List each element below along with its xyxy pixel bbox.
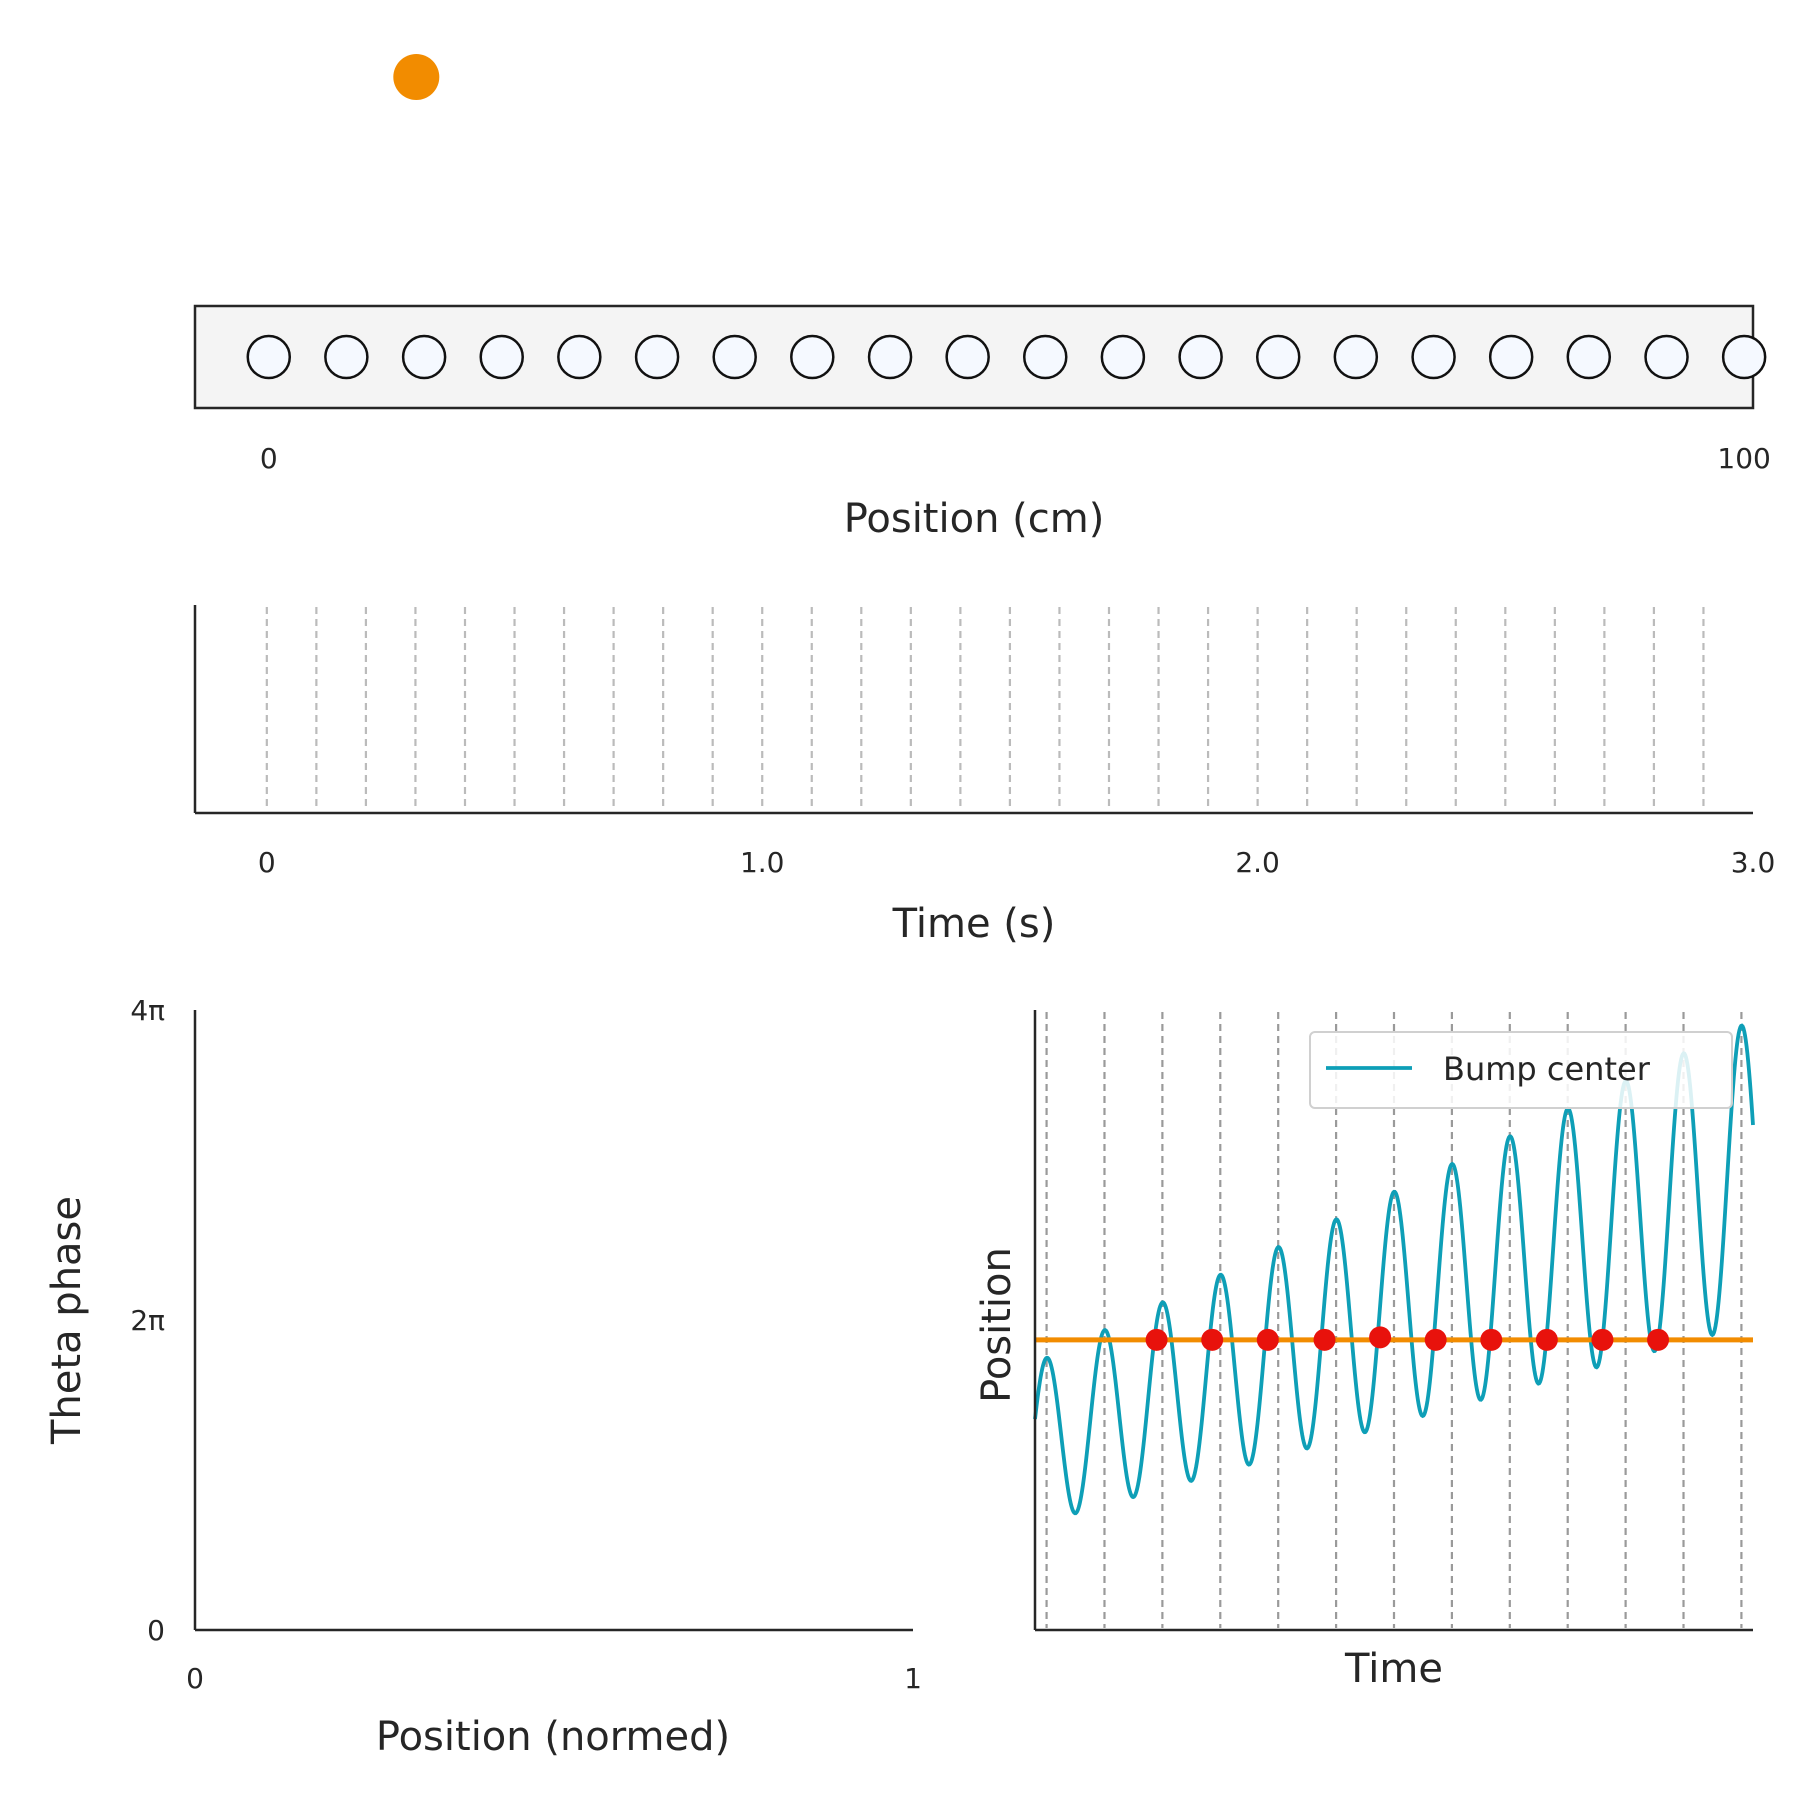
crossing-point bbox=[1256, 1328, 1279, 1351]
axis-ticks: 0 1 0 2π 4π bbox=[130, 994, 922, 1695]
crossing-points bbox=[1145, 1326, 1670, 1351]
place-cell bbox=[1100, 334, 1146, 380]
crossing-point bbox=[1369, 1326, 1392, 1349]
legend-frame bbox=[1309, 1031, 1733, 1109]
y-tick-label: 2π bbox=[130, 1304, 165, 1337]
crossing-point bbox=[1647, 1328, 1670, 1351]
crossing-point bbox=[1535, 1328, 1558, 1351]
x-tick-label: 1 bbox=[904, 1662, 922, 1695]
place-cell bbox=[790, 334, 835, 380]
theta-cycle-lines bbox=[265, 607, 1705, 811]
place-cells bbox=[246, 334, 1767, 380]
x-axis-label: Position (normed) bbox=[376, 1714, 730, 1760]
place-cell bbox=[1566, 334, 1612, 380]
y-tick-label: 4π bbox=[130, 994, 165, 1027]
x-tick-label: 3.0 bbox=[1731, 846, 1776, 879]
place-cell bbox=[1023, 334, 1068, 380]
x-tick-label: 0 bbox=[258, 846, 276, 879]
place-cell bbox=[712, 334, 757, 380]
x-tick-label: 2.0 bbox=[1235, 846, 1280, 879]
place-cell bbox=[324, 334, 369, 380]
crossing-point bbox=[1313, 1328, 1336, 1351]
y-axis-label: Theta phase bbox=[44, 1196, 90, 1445]
place-cell bbox=[1255, 334, 1301, 380]
phase-precession-panel: 0 1 0 2π 4π Position (normed) Theta phase bbox=[44, 994, 922, 1760]
bump-dynamics-panel: Time Position Bump center bbox=[974, 1010, 1755, 1692]
place-cell bbox=[1488, 334, 1534, 380]
crossing-point bbox=[1201, 1328, 1224, 1351]
place-cell bbox=[1411, 334, 1456, 380]
place-cell bbox=[557, 334, 602, 380]
x-tick-label: 100 bbox=[1717, 442, 1770, 475]
place-cell bbox=[1644, 334, 1689, 380]
track-panel: 0 100 Position (cm) bbox=[193, 54, 1771, 542]
place-cell bbox=[401, 334, 447, 380]
y-axis-label: Position bbox=[974, 1247, 1020, 1403]
crossing-point bbox=[1591, 1328, 1614, 1351]
theta-cycle-lines bbox=[1045, 1012, 1743, 1628]
agent-marker bbox=[393, 54, 440, 100]
x-axis-label: Time (s) bbox=[892, 901, 1056, 947]
legend: Bump center bbox=[1309, 1031, 1733, 1109]
x-ticks: 0 1.0 2.0 3.0 bbox=[258, 846, 1775, 879]
place-cell bbox=[945, 334, 990, 380]
x-tick-label: 0 bbox=[186, 1662, 204, 1695]
crossing-point bbox=[1480, 1328, 1503, 1351]
place-cell bbox=[1333, 334, 1379, 380]
theta-cycles-panel: 0 1.0 2.0 3.0 Time (s) bbox=[193, 605, 1775, 947]
place-cell bbox=[1178, 334, 1223, 380]
x-axis-label: Time bbox=[1344, 1646, 1443, 1692]
place-cell bbox=[246, 334, 292, 380]
x-tick-label: 1.0 bbox=[740, 846, 785, 879]
crossing-point bbox=[1424, 1328, 1447, 1351]
place-cell bbox=[479, 334, 524, 380]
x-axis-label: Position (cm) bbox=[844, 496, 1105, 542]
y-tick-label: 0 bbox=[147, 1614, 165, 1647]
x-tick-label: 0 bbox=[260, 442, 278, 475]
place-cell bbox=[1721, 334, 1767, 380]
legend-label: Bump center bbox=[1443, 1050, 1651, 1088]
crossing-point bbox=[1145, 1328, 1168, 1351]
place-cell bbox=[634, 334, 680, 380]
place-cell bbox=[867, 334, 913, 380]
